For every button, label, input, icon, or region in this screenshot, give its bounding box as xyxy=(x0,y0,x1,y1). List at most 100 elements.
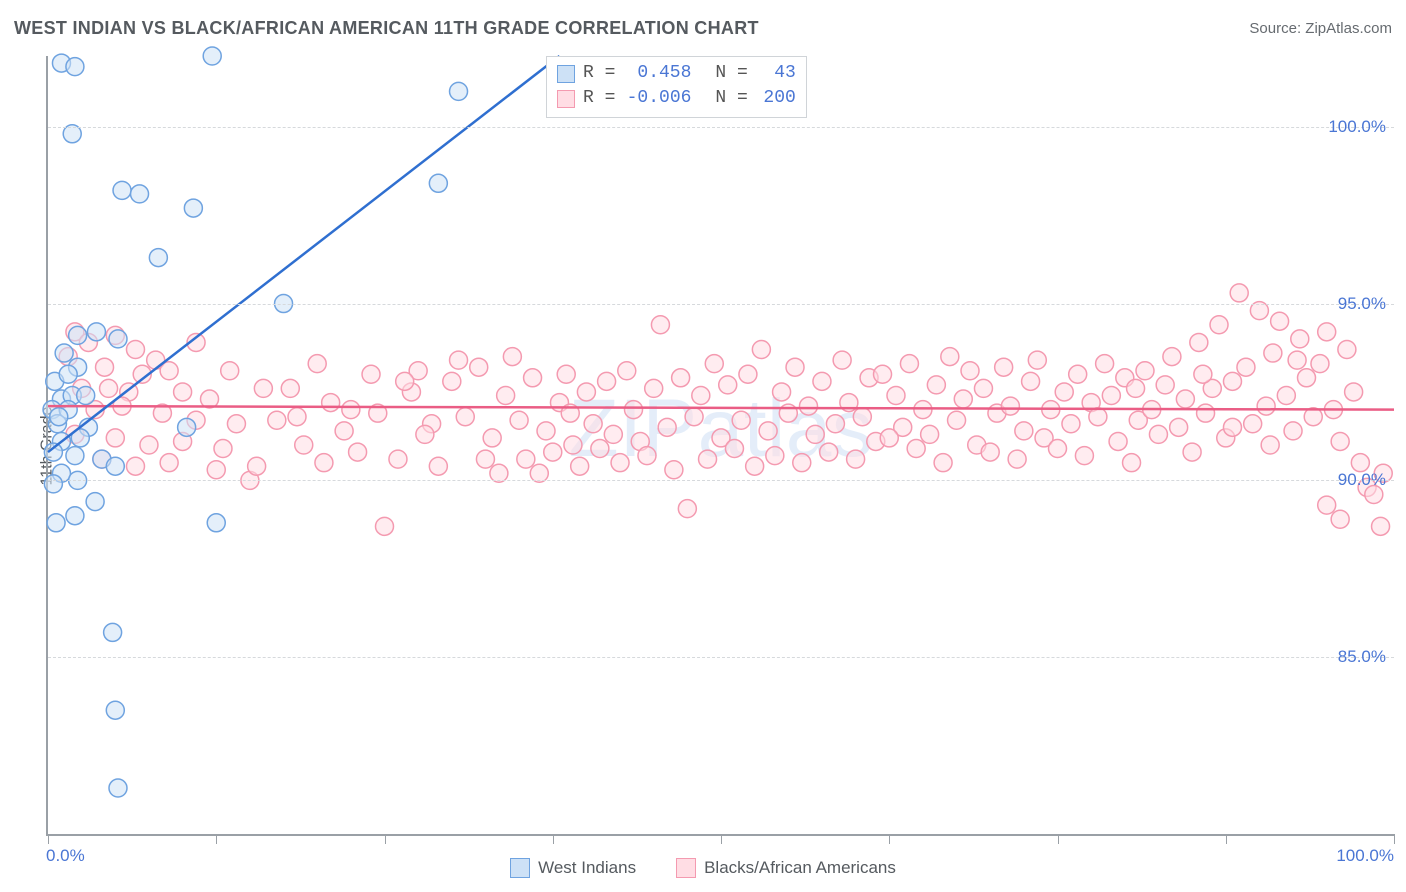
y-tick-label: 90.0% xyxy=(1338,470,1386,490)
scatter-point xyxy=(160,454,178,472)
y-tick-label: 85.0% xyxy=(1338,647,1386,667)
x-tick xyxy=(1226,834,1227,844)
scatter-point xyxy=(618,362,636,380)
scatter-point xyxy=(705,355,723,373)
scatter-point xyxy=(1123,454,1141,472)
scatter-point xyxy=(149,249,167,267)
scatter-point xyxy=(1271,312,1289,330)
scatter-point xyxy=(907,440,925,458)
stats-n-label: N = xyxy=(715,86,747,111)
scatter-point xyxy=(315,454,333,472)
x-tick xyxy=(385,834,386,844)
scatter-point xyxy=(1062,415,1080,433)
scatter-point xyxy=(887,386,905,404)
scatter-point xyxy=(786,358,804,376)
scatter-point xyxy=(1170,418,1188,436)
scatter-point xyxy=(1001,397,1019,415)
scatter-point xyxy=(954,390,972,408)
x-tick xyxy=(1058,834,1059,844)
scatter-point xyxy=(308,355,326,373)
y-tick-label: 100.0% xyxy=(1328,117,1386,137)
scatter-point xyxy=(268,411,286,429)
scatter-point xyxy=(678,500,696,518)
scatter-point xyxy=(1102,386,1120,404)
scatter-point xyxy=(77,386,95,404)
scatter-point xyxy=(443,372,461,390)
scatter-point xyxy=(813,372,831,390)
scatter-point xyxy=(207,461,225,479)
chart-legend: West Indians Blacks/African Americans xyxy=(0,858,1406,878)
scatter-point xyxy=(1194,365,1212,383)
scatter-point xyxy=(880,429,898,447)
scatter-point xyxy=(456,408,474,426)
scatter-point xyxy=(981,443,999,461)
scatter-point xyxy=(658,418,676,436)
scatter-point xyxy=(50,408,68,426)
scatter-point xyxy=(131,185,149,203)
scatter-point xyxy=(1223,418,1241,436)
chart-header: WEST INDIAN VS BLACK/AFRICAN AMERICAN 11… xyxy=(14,18,1392,39)
scatter-point xyxy=(1022,372,1040,390)
scatter-point xyxy=(389,450,407,468)
scatter-point xyxy=(1261,436,1279,454)
scatter-point xyxy=(1008,450,1026,468)
scatter-point xyxy=(544,443,562,461)
scatter-point xyxy=(1331,510,1349,528)
y-tick-label: 95.0% xyxy=(1338,294,1386,314)
scatter-point xyxy=(759,422,777,440)
scatter-point xyxy=(564,436,582,454)
stats-r-value: 0.458 xyxy=(623,61,691,86)
scatter-point xyxy=(1351,454,1369,472)
scatter-point xyxy=(1318,323,1336,341)
scatter-point xyxy=(1156,376,1174,394)
stats-n-value: 43 xyxy=(756,61,796,86)
scatter-point xyxy=(961,362,979,380)
stats-row-series2: R = -0.006 N = 200 xyxy=(557,86,796,111)
scatter-point xyxy=(577,383,595,401)
scatter-point xyxy=(254,379,272,397)
scatter-point xyxy=(1288,351,1306,369)
scatter-point xyxy=(140,436,158,454)
scatter-point xyxy=(55,344,73,362)
scatter-point xyxy=(1244,415,1262,433)
scatter-point xyxy=(1069,365,1087,383)
scatter-point xyxy=(248,457,266,475)
scatter-point xyxy=(503,348,521,366)
scatter-point xyxy=(44,443,62,461)
scatter-point xyxy=(470,358,488,376)
scatter-point xyxy=(69,326,87,344)
source-name: ZipAtlas.com xyxy=(1305,20,1392,37)
scatter-point xyxy=(1298,369,1316,387)
scatter-point xyxy=(450,82,468,100)
scatter-point xyxy=(1149,425,1167,443)
scatter-point xyxy=(638,447,656,465)
scatter-point xyxy=(921,425,939,443)
grid-line xyxy=(48,127,1394,128)
scatter-point xyxy=(476,450,494,468)
scatter-point xyxy=(1277,386,1295,404)
scatter-point xyxy=(342,401,360,419)
scatter-point xyxy=(604,425,622,443)
scatter-point xyxy=(126,457,144,475)
scatter-point xyxy=(826,415,844,433)
scatter-point xyxy=(752,341,770,359)
scatter-point xyxy=(1338,341,1356,359)
scatter-point xyxy=(1345,383,1363,401)
scatter-point xyxy=(948,411,966,429)
scatter-point xyxy=(584,415,602,433)
scatter-point xyxy=(178,418,196,436)
scatter-point xyxy=(174,383,192,401)
scatter-point xyxy=(941,348,959,366)
scatter-point xyxy=(571,457,589,475)
scatter-point xyxy=(833,351,851,369)
chart-title: WEST INDIAN VS BLACK/AFRICAN AMERICAN 11… xyxy=(14,18,759,39)
scatter-point xyxy=(1291,330,1309,348)
scatter-point xyxy=(349,443,367,461)
scatter-point xyxy=(214,440,232,458)
scatter-point xyxy=(517,450,535,468)
scatter-point xyxy=(719,376,737,394)
scatter-point xyxy=(47,514,65,532)
scatter-point xyxy=(1127,379,1145,397)
scatter-point xyxy=(396,372,414,390)
grid-line xyxy=(48,480,1394,481)
